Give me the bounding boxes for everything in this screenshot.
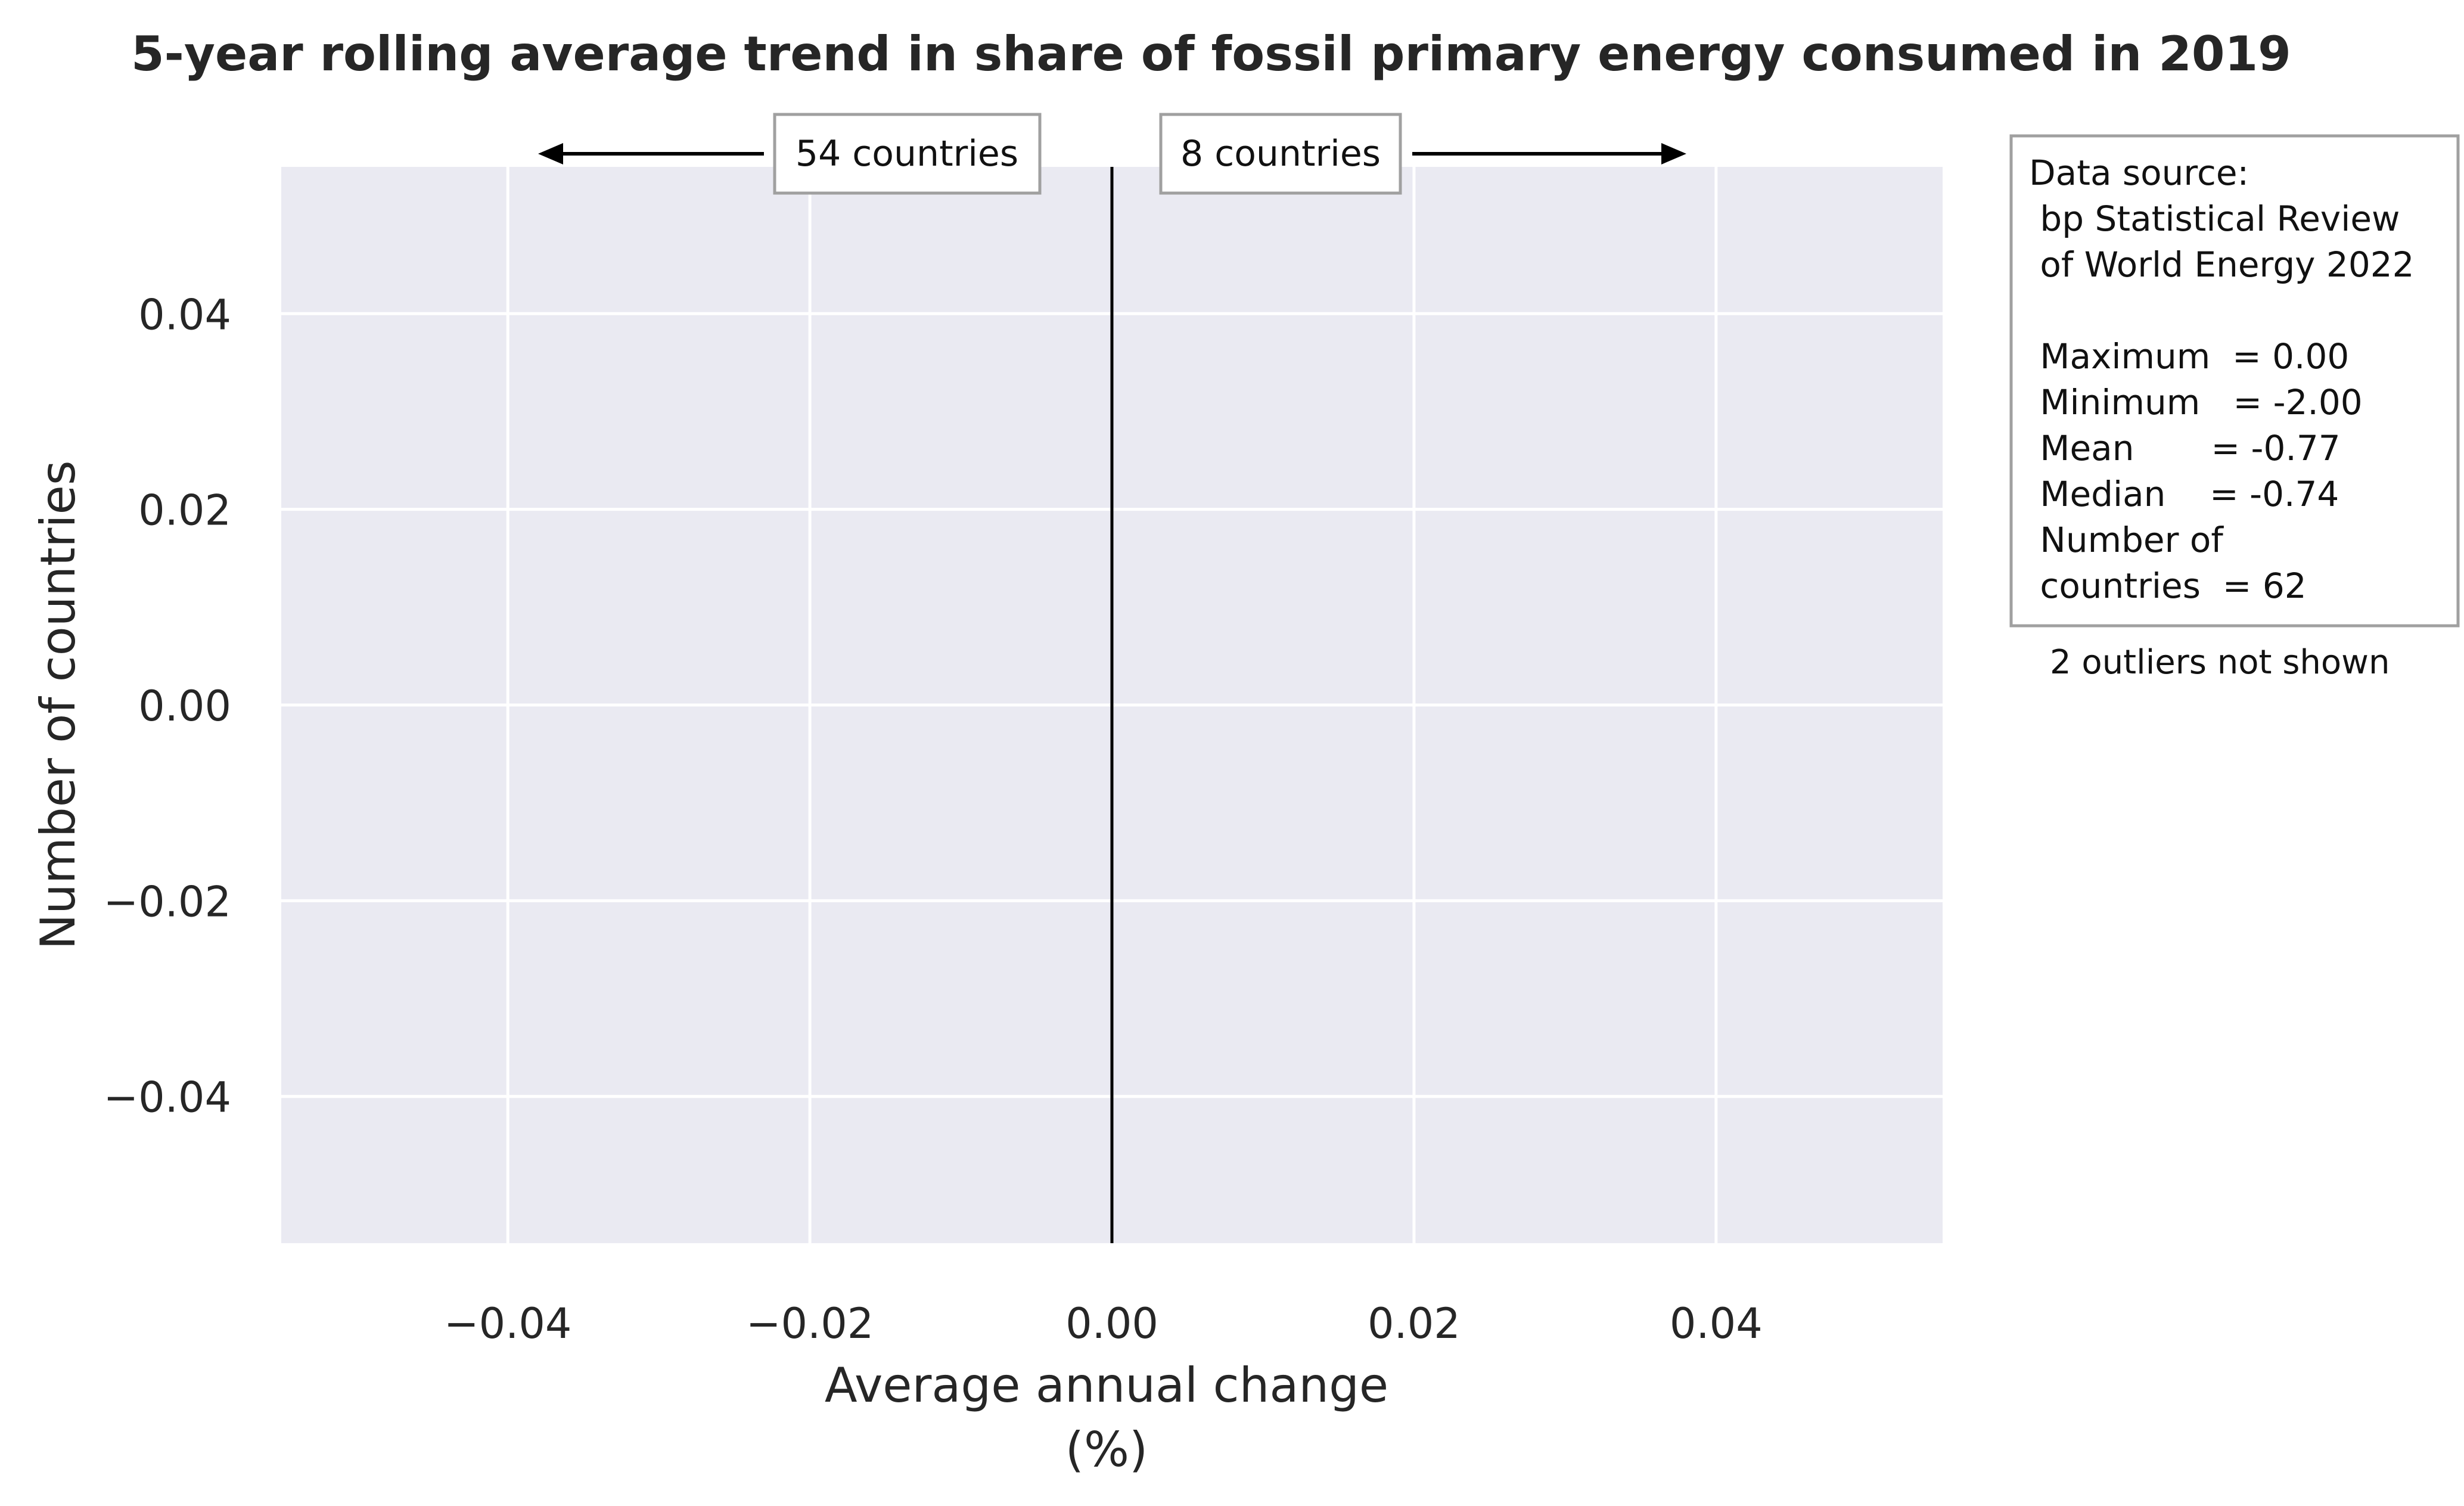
outliers-note: 2 outliers not shown <box>2050 643 2390 682</box>
right-count-box <box>1159 113 1402 195</box>
stats-box-line: Maximum = 0.00 <box>2029 336 2349 377</box>
y-tick-labels: −0.04 −0.02 0.00 0.02 0.04 <box>103 290 231 1122</box>
right-count-annotation: 8 countries <box>1159 113 1686 195</box>
y-tick-label: −0.02 <box>103 877 231 926</box>
stats-box-line: of World Energy 2022 <box>2029 244 2415 285</box>
stats-box-frame <box>2009 134 2460 628</box>
stats-box-line: countries = 62 <box>2029 566 2307 606</box>
stats-box-line: bp Statistical Review <box>2029 198 2400 239</box>
x-tick-label: 0.02 <box>1368 1299 1461 1348</box>
x-tick-label: −0.04 <box>444 1299 572 1348</box>
stats-box: Data source: bp Statistical Review of Wo… <box>2009 134 2460 628</box>
right-arrow-head <box>1661 143 1686 164</box>
x-axis-label-line-2: (%) <box>1065 1422 1148 1477</box>
x-axis-label-line-1: Average annual change <box>825 1358 1388 1413</box>
chart-title: 5-year rolling average trend in share of… <box>131 26 2291 82</box>
stats-box-lines: Data source: bp Statistical Review of Wo… <box>2029 153 2415 606</box>
x-tick-label: 0.04 <box>1670 1299 1763 1348</box>
x-tick-label: 0.00 <box>1065 1299 1158 1348</box>
y-axis-label: Number of countries <box>30 460 86 949</box>
y-tick-label: 0.02 <box>138 486 231 535</box>
x-tick-label: −0.02 <box>746 1299 874 1348</box>
stats-box-line: Minimum = -2.00 <box>2029 382 2363 423</box>
stats-box-line: Median = -0.74 <box>2029 474 2339 514</box>
y-tick-label: 0.00 <box>138 682 231 731</box>
left-count-annotation: 54 countries <box>538 113 1042 195</box>
left-arrow-head <box>538 143 563 164</box>
x-tick-labels: −0.04 −0.02 0.00 0.02 0.04 <box>444 1299 1763 1348</box>
left-count-box <box>773 113 1042 195</box>
y-tick-label: −0.04 <box>103 1073 231 1122</box>
right-count-label: 8 countries <box>1180 133 1381 175</box>
stats-box-line: Data source: <box>2029 153 2249 193</box>
stats-box-line: Mean = -0.77 <box>2029 428 2341 468</box>
y-tick-label: 0.04 <box>138 290 231 339</box>
stats-box-line: Number of <box>2029 520 2224 560</box>
left-count-label: 54 countries <box>796 133 1018 175</box>
